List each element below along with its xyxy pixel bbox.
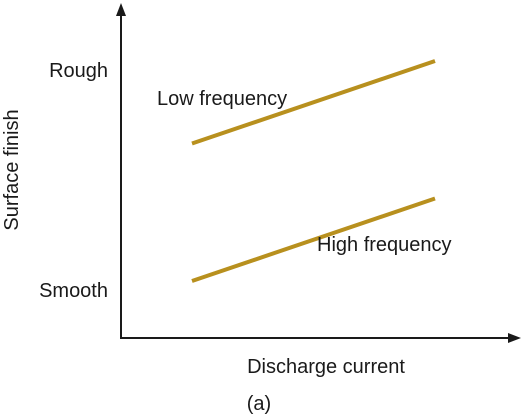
x-axis-label: Discharge current xyxy=(247,356,405,378)
y-tick-label-rough: Rough xyxy=(49,60,108,82)
y-axis-arrow-icon xyxy=(116,3,126,16)
chart-caption: (a) xyxy=(247,393,271,414)
series-label-low-frequency: Low frequency xyxy=(157,88,287,110)
y-tick-label-smooth: Smooth xyxy=(39,280,108,302)
x-axis-arrow-icon xyxy=(508,333,521,343)
series-line-high-frequency xyxy=(191,196,436,283)
axes xyxy=(116,3,521,343)
series-line-low-frequency xyxy=(191,59,436,146)
y-axis-label: Surface finish xyxy=(1,109,23,230)
series-label-high-frequency: High frequency xyxy=(317,234,452,256)
